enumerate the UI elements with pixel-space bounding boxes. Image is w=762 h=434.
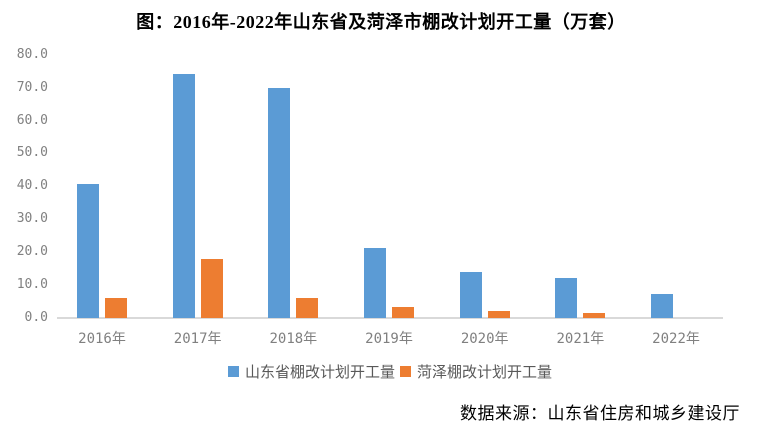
y-axis-tick-label: 10.0 [16,276,48,292]
bar-shandong-2016年 [77,183,99,318]
y-axis-tick-label: 30.0 [16,211,48,227]
x-axis-label: 2022年 [652,331,700,347]
legend-item-shandong: 山东省棚改计划开工量 [227,361,395,382]
bar-shandong-2017年 [172,73,195,318]
legend-item-heze: 菏泽棚改计划开工量 [400,361,552,382]
data-source: 数据来源：山东省住房和城乡建设厅 [460,404,740,423]
bar-heze-2016年 [105,297,127,318]
x-axis-line [57,317,723,319]
legend-swatch-heze [400,366,411,377]
y-axis-tick-label: 20.0 [16,243,48,259]
legend: 山东省棚改计划开工量 菏泽棚改计划开工量 [57,361,723,382]
legend-label-shandong: 山东省棚改计划开工量 [244,364,395,381]
x-axis-label: 2020年 [460,331,509,347]
y-axis-tick-label: 40.0 [16,178,48,194]
y-axis-tick-label: 70.0 [16,79,48,95]
y-axis-tick-label: 80.0 [16,47,48,62]
bar-heze-2021年 [583,312,606,318]
chart-title: 图：2016年-2022年山东省及菏泽市棚改计划开工量（万套） [136,12,626,32]
legend-label-heze: 菏泽棚改计划开工量 [417,364,553,381]
x-axis-label: 2016年 [78,331,126,347]
x-axis-label: 2018年 [269,331,318,347]
x-axis-label: 2019年 [365,331,413,347]
bar-heze-2017年 [200,258,223,318]
y-axis-tick-label: 60.0 [16,112,48,128]
y-axis-tick-label: 50.0 [16,145,48,161]
x-axis-label: 2017年 [173,331,222,347]
bar-heze-2019年 [392,307,414,318]
bar-heze-2020年 [487,310,510,318]
bar-shandong-2019年 [364,247,386,318]
bar-shandong-2020年 [459,271,482,318]
bar-shandong-2022年 [651,293,674,318]
legend-swatch-shandong [227,366,239,377]
bar-heze-2018年 [296,298,319,318]
bar-shandong-2021年 [555,277,578,318]
x-axis-label: 2021年 [556,331,605,347]
bar-shandong-2018年 [268,88,291,318]
y-axis-tick-label: 0.0 [24,309,48,325]
